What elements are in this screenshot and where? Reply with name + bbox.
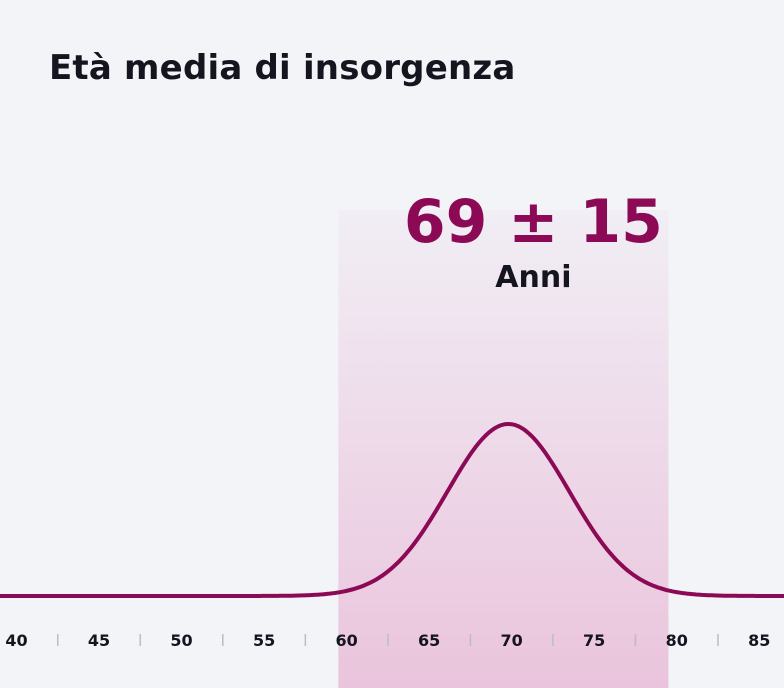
x-tick-label: 60	[335, 631, 357, 650]
x-tick-label: 45	[88, 631, 110, 650]
mean-age-unit: Anni	[495, 260, 571, 295]
distribution-curve	[0, 422, 784, 598]
x-tick-label: 75	[583, 631, 605, 650]
chart-title: Età media di insorgenza	[49, 48, 516, 88]
x-axis: 40 45 50 55 60 65 70 75 80 85	[5, 631, 770, 650]
x-tick-label: 55	[253, 631, 275, 650]
x-tick-label: 80	[666, 631, 688, 650]
x-tick-label: 65	[418, 631, 440, 650]
x-tick-label: 50	[170, 631, 192, 650]
x-tick-label: 40	[5, 631, 27, 650]
x-tick-label: 85	[748, 631, 770, 650]
highlight-range-band	[338, 210, 669, 688]
x-tick-label: 70	[501, 631, 523, 650]
mean-age-value: 69 ± 15	[404, 187, 663, 257]
